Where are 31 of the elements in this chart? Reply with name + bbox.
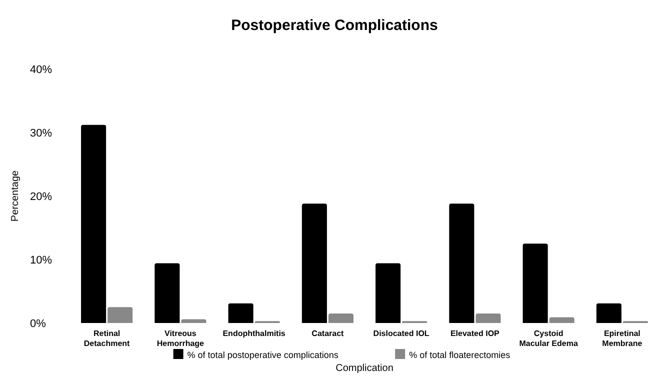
legend-label: % of total postoperative complications [187,350,339,360]
bar [108,307,133,323]
x-tick-label: Retinal Detachment [84,329,130,348]
y-tick-label: 30% [30,127,52,140]
bar [522,244,548,323]
x-axis-title: Complication [336,363,394,374]
x-tick-label: Endophthalmitis [222,329,286,338]
x-tick-label: Cystoid Macular Edema [519,329,578,348]
x-tick-label: Dislocated IOL [373,329,430,338]
y-tick-label: 0% [30,318,46,330]
x-tick-label: Elevated IOP [450,329,500,338]
bar [449,204,474,323]
y-tick-label: 40% [30,64,52,76]
bar [328,313,354,323]
x-tick-label: Epiretinal Membrane [602,329,643,348]
bar [228,303,254,323]
x-tick-label: Vitreous Hemorrhage [156,329,205,348]
chart-title: Postoperative Complications [231,17,438,34]
bar [154,263,180,323]
bar [476,313,501,323]
bar [181,319,206,323]
bar [81,124,106,323]
y-axis-title: Percentage [10,170,21,222]
bar [549,317,574,323]
x-tick-label: Cataract [312,329,344,338]
legend-label: % of total floaterectomies [409,350,511,360]
bar [302,204,327,323]
bar [596,303,622,323]
bar [376,263,401,323]
y-tick-label: 10% [30,254,52,266]
y-tick-label: 20% [30,190,52,203]
